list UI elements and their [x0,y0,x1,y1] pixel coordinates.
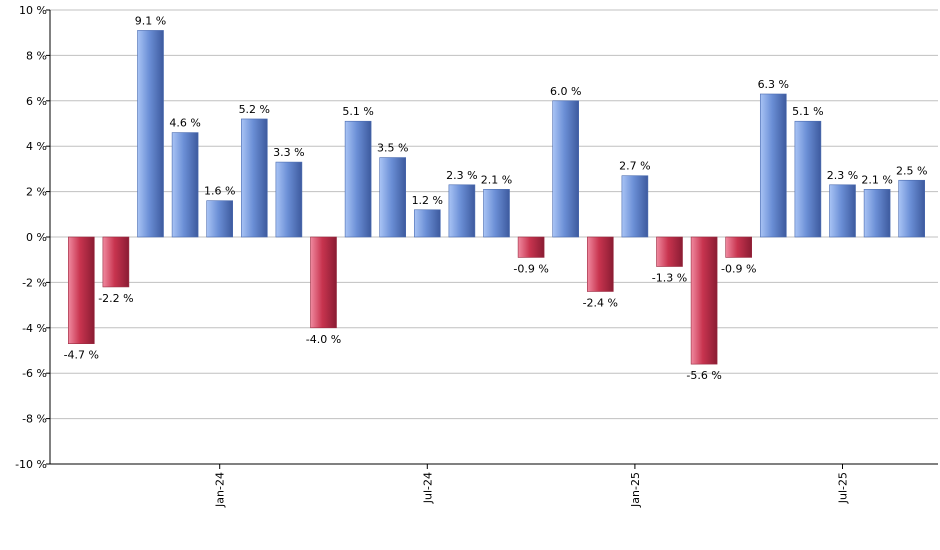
bar-negative [310,236,337,329]
data-label: -0.9 % [513,262,548,275]
bar-positive [829,184,856,238]
y-tick-label: 0 % [26,231,47,244]
data-label: -2.4 % [583,296,618,309]
data-label: 1.2 % [412,194,443,207]
data-label: 4.6 % [169,117,200,130]
data-labels: -4.7 % -2.2 % 9.1 % 4.6 % 1.6 % 5.2 % 3.3 % -4.… [64,14,928,382]
x-tick-label: Jul-24 [421,472,434,504]
bar-positive [241,118,268,238]
bar-positive [344,120,372,238]
data-label: 2.1 % [861,173,892,186]
data-label: 2.3 % [827,169,858,182]
data-label: 5.1 % [342,105,373,118]
y-tick-label: 10 % [19,4,47,17]
bar-negative [517,236,545,258]
data-label: -5.6 % [686,369,721,382]
data-label: -0.9 % [721,262,756,275]
data-label: 2.5 % [896,164,927,177]
axes [46,9,938,469]
y-tick-label: 4 % [26,140,47,153]
bar-negative [656,236,683,267]
y-axis-tick-labels: 10 % 8 % 6 % 4 % 2 % 0 % -2 % -4 % -6 % -8 % -10 % [15,4,47,471]
bar-negative [725,236,753,258]
bar-negative [102,236,130,288]
data-label: -4.0 % [306,333,341,346]
bar-positive [898,179,926,238]
x-tick-label: Jul-25 [837,472,850,504]
data-label: -1.3 % [652,272,687,285]
data-label: 2.1 % [481,173,512,186]
bar-positive [483,189,510,238]
bar-positive [275,161,303,238]
x-tick-label: Jan-25 [629,472,642,508]
bars [68,30,926,365]
bar-positive [379,157,407,238]
data-label: 9.1 % [135,14,166,27]
y-tick-label: 2 % [26,186,47,199]
x-axis-tick-labels: Jan-24 Jul-24 Jan-25 Jul-25 [214,472,850,508]
y-tick-label: -10 % [15,458,47,471]
bar-positive [206,200,233,238]
bar-positive [413,209,441,238]
data-label: 2.3 % [446,169,477,182]
data-label: 6.0 % [550,85,581,98]
bar-positive [448,184,476,238]
data-label: 5.2 % [239,103,270,116]
bar-negative [68,236,95,344]
y-tick-label: 8 % [26,49,47,62]
bar-positive [621,175,649,238]
bar-positive [171,132,199,238]
y-tick-label: 6 % [26,95,47,108]
y-tick-label: -8 % [22,413,47,426]
data-label: 2.7 % [619,160,650,173]
bar-negative [690,236,718,365]
data-label: 1.6 % [204,185,235,198]
bar-positive [863,189,891,238]
data-label: 6.3 % [758,78,789,91]
x-tick-label: Jan-24 [214,472,227,508]
y-tick-label: -2 % [22,276,47,289]
y-tick-label: -4 % [22,322,47,335]
data-label: -2.2 % [98,292,133,305]
y-tick-label: -6 % [22,367,47,380]
data-label: 3.5 % [377,142,408,155]
bar-positive [759,93,787,238]
bar-positive [552,100,580,238]
bar-positive [794,120,822,238]
data-label: -4.7 % [64,349,99,362]
data-label: 5.1 % [792,105,823,118]
data-label: 3.3 % [273,146,304,159]
bar-positive [137,30,164,238]
bar-negative [586,236,614,292]
